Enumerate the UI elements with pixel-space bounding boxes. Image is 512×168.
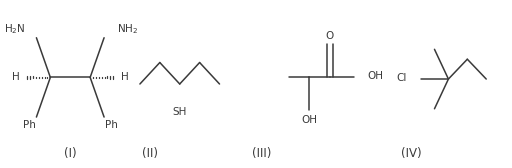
Text: H: H — [12, 72, 19, 82]
Text: OH: OH — [368, 71, 384, 81]
Text: Ph: Ph — [23, 120, 35, 130]
Text: OH: OH — [301, 115, 317, 125]
Text: O: O — [326, 31, 334, 41]
Text: SH: SH — [173, 107, 187, 117]
Text: H$_2$N: H$_2$N — [4, 23, 26, 36]
Text: Ph: Ph — [105, 120, 118, 130]
Text: Cl: Cl — [397, 73, 407, 83]
Text: (III): (III) — [252, 147, 271, 160]
Text: (I): (I) — [64, 147, 77, 160]
Text: (IV): (IV) — [401, 147, 421, 160]
Text: H: H — [121, 72, 129, 82]
Text: (II): (II) — [142, 147, 158, 160]
Text: NH$_2$: NH$_2$ — [117, 23, 138, 36]
